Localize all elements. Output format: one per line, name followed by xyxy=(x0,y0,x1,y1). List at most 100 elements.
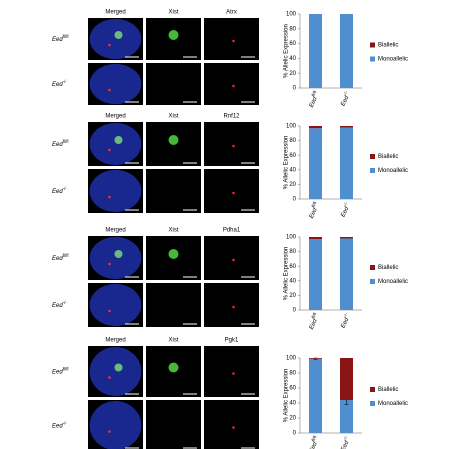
bar-segment xyxy=(340,358,353,400)
gene-name: Eed xyxy=(340,205,350,218)
micrograph xyxy=(204,400,259,449)
micrograph xyxy=(204,63,259,105)
column-header: Merged xyxy=(105,10,125,16)
signal-dot xyxy=(232,426,235,429)
legend-swatch xyxy=(370,56,375,62)
gene-name: Eed xyxy=(52,256,63,262)
micrograph xyxy=(204,283,259,327)
y-tick-label: 60 xyxy=(289,153,296,159)
y-tick-label: 0 xyxy=(293,86,297,92)
xist-cloud xyxy=(168,362,179,373)
genotype-label: Eedfl/fl xyxy=(306,435,321,449)
genotype: fl/fl xyxy=(311,435,318,442)
genotype: fl/fl xyxy=(63,367,69,372)
genotype: -/- xyxy=(63,79,68,84)
genotype-label: Eedfl/fl xyxy=(306,312,321,330)
y-tick-label: 40 xyxy=(289,401,296,407)
y-tick-label: 40 xyxy=(289,167,296,173)
gene-name: Eed xyxy=(52,82,63,88)
genotype-label: Eed-/- xyxy=(52,421,67,429)
signal-dot xyxy=(108,262,111,266)
y-tick-label: 0 xyxy=(293,308,297,314)
gene-name: Eed xyxy=(308,207,318,220)
column-header: Xist xyxy=(168,114,178,120)
gene-name: Eed xyxy=(52,37,63,43)
xist-cloud xyxy=(114,136,123,144)
legend-label: Biallelic xyxy=(378,387,398,393)
column-header: Pgk1 xyxy=(225,338,239,344)
signal-dot xyxy=(108,430,111,433)
y-tick-label: 80 xyxy=(289,26,296,32)
y-tick-label: 60 xyxy=(289,264,296,270)
legend-label: Monoallelic xyxy=(378,401,408,407)
genotype: -/- xyxy=(63,421,68,426)
signal-dot xyxy=(232,191,235,195)
legend-swatch xyxy=(370,168,375,173)
gene-name: Eed xyxy=(52,303,63,309)
genotype-label: Eed-/- xyxy=(52,300,67,308)
micrograph xyxy=(146,63,201,105)
legend-swatch xyxy=(370,42,375,48)
genotype-label: Eed-/- xyxy=(338,312,352,330)
bar-segment xyxy=(340,400,353,433)
genotype-label: Eedfl/fl xyxy=(52,367,68,375)
micrograph xyxy=(204,169,259,213)
bar-segment xyxy=(340,127,353,199)
xist-cloud xyxy=(168,249,179,259)
bar-segment xyxy=(309,358,322,359)
nucleus xyxy=(89,283,142,327)
bar-segment xyxy=(340,237,353,239)
column-header: Atrx xyxy=(226,10,237,16)
y-axis-label: % Allelic Expression xyxy=(284,24,290,78)
micrograph xyxy=(146,169,201,213)
micrograph xyxy=(204,236,259,280)
bar-segment xyxy=(309,126,322,129)
y-tick-label: 60 xyxy=(289,41,296,47)
legend-label: Biallelic xyxy=(378,43,398,49)
column-header: Pdha1 xyxy=(223,228,241,234)
legend-label: Monoallelic xyxy=(378,279,408,285)
legend-swatch xyxy=(370,154,375,159)
genotype: fl/fl xyxy=(311,90,318,97)
genotype: fl/fl xyxy=(63,139,69,144)
gene-name: Eed xyxy=(308,318,318,331)
micrograph xyxy=(146,400,201,449)
legend-swatch xyxy=(370,387,375,392)
nucleus xyxy=(89,169,142,213)
y-axis-label: % Allelic Expression xyxy=(284,247,290,301)
legend-label: Monoallelic xyxy=(378,168,408,174)
signal-dot xyxy=(232,305,235,309)
y-tick-label: 80 xyxy=(289,371,296,377)
signal-dot xyxy=(108,43,111,47)
genotype-label: Eed-/- xyxy=(338,435,352,449)
signal-dot xyxy=(108,195,111,199)
genotype: -/- xyxy=(342,435,349,441)
bar-segment xyxy=(309,358,322,433)
signal-dot xyxy=(232,39,235,43)
gene-name: Eed xyxy=(308,441,318,449)
gene-name: Eed xyxy=(340,316,350,329)
column-header: Merged xyxy=(105,114,125,120)
gene-name: Eed xyxy=(52,423,63,429)
legend-swatch xyxy=(370,279,375,284)
genotype: fl/fl xyxy=(311,312,318,319)
legend-label: Monoallelic xyxy=(378,57,408,63)
y-tick-label: 40 xyxy=(289,278,296,284)
genotype: -/- xyxy=(63,186,68,191)
signal-dot xyxy=(232,84,235,88)
y-tick-label: 100 xyxy=(286,356,297,362)
y-tick-label: 20 xyxy=(289,293,296,299)
genotype: fl/fl xyxy=(63,34,69,39)
column-header: Xist xyxy=(168,338,178,344)
column-header: Rnf12 xyxy=(223,114,240,120)
micrograph xyxy=(204,18,259,60)
gene-name: Eed xyxy=(340,439,350,449)
signal-dot xyxy=(232,144,235,148)
y-tick-label: 80 xyxy=(289,249,296,255)
genotype: -/- xyxy=(342,312,349,318)
genotype-label: Eed-/- xyxy=(338,201,352,219)
genotype-label: Eedfl/fl xyxy=(306,90,321,108)
signal-dot xyxy=(108,148,111,152)
genotype-label: Eedfl/fl xyxy=(52,139,68,147)
micrograph xyxy=(204,122,259,166)
